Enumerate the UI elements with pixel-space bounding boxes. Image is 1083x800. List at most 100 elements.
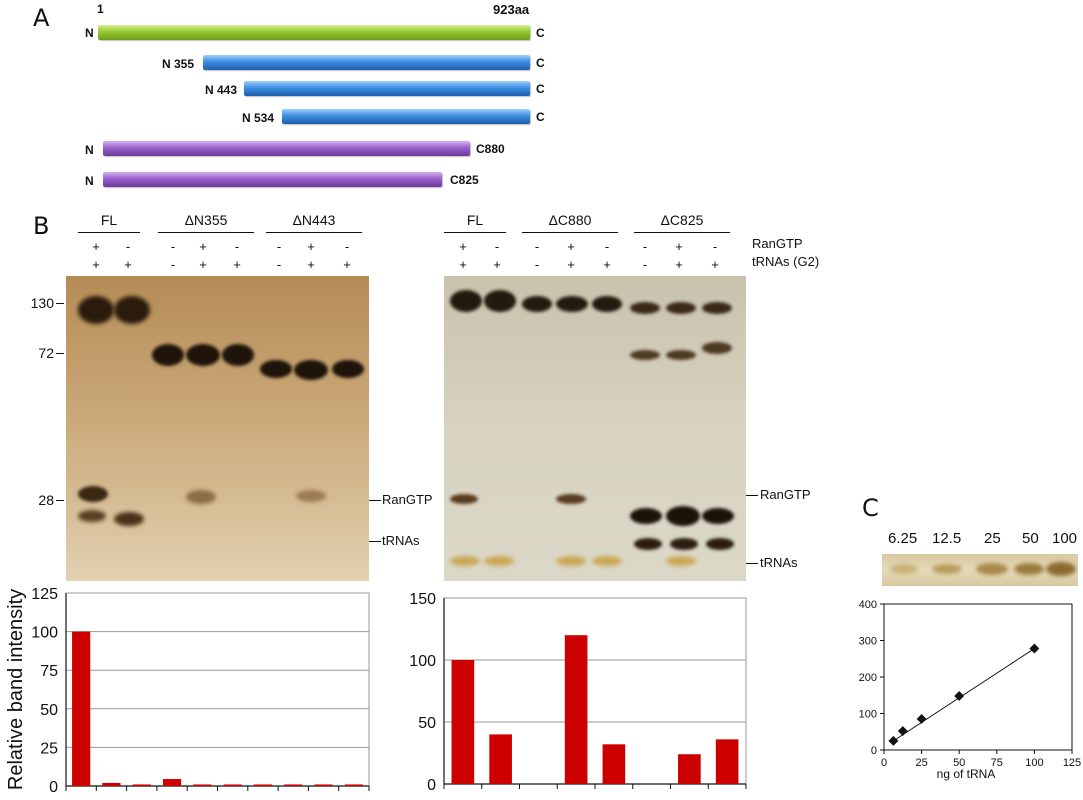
right-trna-sign: +: [567, 257, 575, 272]
data-point: [954, 691, 965, 701]
right-bar-chart: 0 50 100 150: [409, 591, 747, 794]
dc880-n-label: N: [85, 143, 94, 157]
y-tick-label: 150: [409, 591, 436, 608]
left-trna-sign: -: [276, 257, 282, 272]
bar: [72, 631, 91, 786]
y-tick-label: 50: [40, 702, 58, 719]
dn355-construct-bar: [203, 55, 530, 70]
left-ran-sign: +: [307, 239, 315, 254]
y-axis-label: Relative band intensity: [5, 589, 27, 790]
dc825-n-label: N: [85, 174, 94, 188]
left-group-dn355: ΔN355: [184, 212, 228, 228]
right-ran-sign: -: [712, 239, 718, 254]
mw-tick: [56, 353, 64, 354]
y-tick-label: 200: [859, 672, 877, 684]
left-group-fl: FL: [100, 212, 118, 228]
x-tick-label: 50: [953, 757, 965, 769]
fl-n-label: N: [85, 26, 94, 40]
mw-marker-130: 130: [30, 295, 54, 311]
right-tRNAs-band-label: tRNAs: [760, 555, 798, 570]
right-trna-sign: +: [459, 257, 467, 272]
bar: [162, 779, 182, 786]
y-tick-label: 0: [49, 779, 58, 796]
lane-label: 100: [1052, 530, 1078, 547]
bar: [223, 784, 242, 786]
right-trna-sign: +: [711, 257, 719, 272]
left-ranGTP-band-label: RanGTP: [382, 492, 433, 507]
band-pointer: [746, 563, 758, 564]
right-group-dc880-underline: [522, 232, 618, 233]
panel-b-label: B: [33, 212, 50, 240]
y-tick-label: 300: [859, 636, 877, 648]
right-ran-sign: -: [604, 239, 610, 254]
left-ran-sign: -: [234, 239, 240, 254]
lane-label: 25: [984, 530, 1001, 547]
row-label-rangtp: RanGTP: [752, 236, 803, 251]
data-point: [888, 735, 899, 746]
plot-frame: [65, 592, 370, 787]
y-tick-label: 75: [40, 663, 58, 680]
band-pointer: [369, 500, 381, 501]
left-group-dn443: ΔN443: [292, 212, 336, 228]
right-group-dc880: ΔC880: [548, 212, 592, 228]
data-point: [916, 714, 927, 724]
left-trna-sign: +: [92, 257, 100, 272]
bar: [451, 660, 475, 784]
bar: [678, 754, 701, 784]
left-ran-sign: +: [199, 239, 207, 254]
right-ran-sign: -: [642, 239, 648, 254]
band-pointer: [369, 541, 381, 542]
left-trna-sign: -: [170, 257, 176, 272]
left-tRNAs-band-label: tRNAs: [382, 533, 420, 548]
x-tick-label: 100: [1025, 757, 1043, 769]
left-trna-sign: +: [124, 257, 132, 272]
left-gel-image: [66, 276, 369, 581]
y-tick-label: 100: [409, 653, 436, 670]
left-group-dn443-underline: [266, 232, 362, 233]
bar: [193, 784, 212, 786]
bar: [102, 782, 121, 786]
x-tick-label: 0: [881, 757, 887, 769]
fl-c-label: C: [536, 26, 545, 40]
left-trna-sign: +: [307, 257, 315, 272]
right-trna-sign: -: [534, 257, 540, 272]
lane-label: 6.25: [888, 530, 918, 547]
bar: [314, 784, 333, 786]
bar: [132, 784, 151, 786]
dn534-c-label: C: [536, 110, 545, 124]
right-ran-sign: +: [675, 239, 683, 254]
plot-frame: [443, 597, 747, 785]
bar: [602, 744, 626, 784]
right-group-dc825-underline: [634, 232, 730, 233]
left-ran-sign: -: [344, 239, 350, 254]
mw-marker-28: 28: [38, 492, 54, 508]
left-trna-sign: +: [233, 257, 241, 272]
right-group-fl-underline: [444, 232, 506, 233]
right-trna-sign: +: [493, 257, 501, 272]
bar: [489, 734, 512, 784]
x-tick-label: 75: [991, 757, 1003, 769]
right-group-dc825: ΔC825: [660, 212, 704, 228]
y-tick-label: 100: [859, 709, 877, 721]
mw-marker-72: 72: [38, 345, 54, 361]
left-ran-sign: +: [92, 239, 100, 254]
x-axis-label: ng of tRNA: [937, 767, 996, 781]
left-trna-sign: +: [199, 257, 207, 272]
dc880-c-label: C880: [476, 142, 505, 156]
dn534-construct-bar: [282, 109, 530, 124]
right-ran-sign: +: [567, 239, 575, 254]
lane-label: 12.5: [932, 530, 962, 547]
data-point: [897, 726, 908, 736]
panelc-scatter-chart: 0 100 200 300 400 0 25 50 75 100 125 ng of tRNA: [859, 599, 1082, 781]
trendline: [893, 648, 1035, 742]
dc880-construct-bar: [103, 141, 470, 156]
dc825-c-label: C825: [450, 173, 479, 187]
y-tick-label: 100: [31, 625, 58, 642]
y-tick-label: 0: [427, 777, 436, 794]
panelc-lane-labels: 6.25 12.5 25 50 100: [886, 530, 1082, 552]
fl-construct-bar: [98, 25, 530, 40]
bar: [284, 784, 303, 786]
mw-tick: [56, 303, 64, 304]
x-tick-label: 125: [1063, 757, 1081, 769]
